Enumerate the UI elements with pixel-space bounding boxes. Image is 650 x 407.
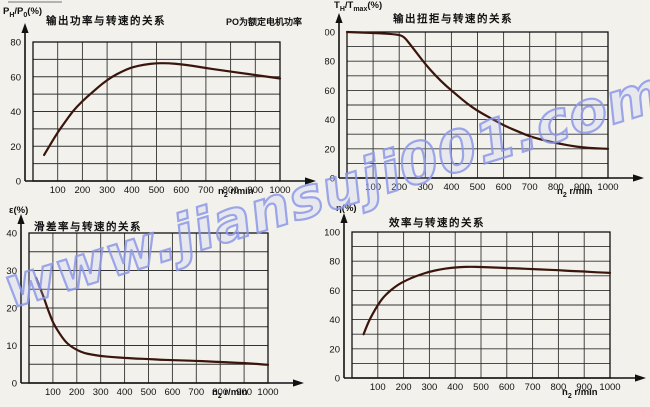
y-tick-label: 40: [10, 107, 21, 118]
x-axis-arrow-icon: [633, 174, 644, 182]
x-axis-arrow-icon: [293, 379, 304, 387]
x-tick-label: 500: [141, 387, 157, 398]
chart-output-torque: TH/Tmax(%) 输出扭拒与转速的关系 100 200 300 400 500 600…: [325, 0, 650, 203]
y-tick-label: 20: [325, 144, 335, 155]
x-axis-label: n2 r/min: [557, 186, 593, 199]
plot-area: 100 200 300 400 500 600 700 800 900 1000 0 20 40 60 80…: [325, 13, 644, 193]
x-tick-label: 700: [188, 387, 204, 398]
y-tick-label: 80: [10, 38, 21, 49]
x-axis-label: n2 r/min: [562, 387, 598, 400]
x-tick-label: 1000: [599, 382, 620, 393]
x-tick-label: 1000: [269, 185, 290, 196]
x-tick-label: 300: [421, 382, 437, 393]
x-tick-label: 1000: [257, 387, 278, 398]
x-axis-label: n2 r/min: [212, 387, 248, 400]
y-tick-label: 60: [325, 86, 335, 97]
y-tick-label: 10: [6, 341, 17, 352]
plot-area: 100 200 300 400 500 600 700 800 900 1000 0 20 40 60 80…: [325, 213, 646, 393]
x-tick-label: 100: [50, 185, 66, 196]
x-tick-label: 900: [247, 185, 263, 196]
y-tick-label: 40: [325, 115, 335, 126]
y-tick-label: 40: [329, 315, 340, 326]
x-tick-label: 600: [499, 382, 515, 393]
x-tick-label: 400: [447, 382, 463, 393]
x-tick-label: 900: [236, 387, 252, 398]
chart-efficiency: η(%) 效率与转速的关系 100 200 300 400 500 600 700 800 90…: [325, 203, 650, 407]
x-tick-label: 800: [212, 387, 228, 398]
y-tick-label: 30: [6, 266, 17, 277]
x-tick-label: 600: [164, 387, 180, 398]
y-tick-label: 100: [325, 228, 340, 239]
x-tick-label: 600: [173, 185, 189, 196]
x-tick-label: 700: [198, 185, 214, 196]
x-tick-label: 500: [149, 185, 165, 196]
x-tick-label: 300: [417, 182, 433, 193]
x-tick-label: 200: [396, 382, 412, 393]
y-axis-label: η(%): [336, 203, 357, 214]
y-tick-label: 20: [6, 304, 17, 315]
plot-area: 100 200 300 400 500 600 700 800 900 1000 0 20 40 60 80: [10, 23, 316, 196]
x-tick-label: 400: [443, 182, 459, 193]
chart-output-power: PH/P0(%) 输出功率与转速的关系 PO为额定电机功率 100 200 300 4…: [0, 0, 325, 203]
y-axis-arrow-icon: [340, 213, 348, 223]
y-tick-label: 40: [6, 229, 17, 240]
chart-note: PO为额定电机功率: [226, 17, 303, 27]
y-axis-arrow-icon: [17, 214, 25, 224]
x-axis-arrow-icon: [635, 374, 646, 382]
data-curve: [43, 62, 282, 157]
y-tick-label: 60: [10, 72, 21, 83]
y-tick-label: 100: [325, 28, 335, 39]
x-tick-label: 700: [525, 382, 541, 393]
chart-title: 效率与转速的关系: [389, 217, 485, 229]
y-axis-label: ε(%): [9, 205, 29, 216]
chart-title: 输出功率与转速的关系: [46, 15, 166, 27]
x-tick-label: 200: [391, 182, 407, 193]
x-tick-label: 800: [550, 382, 566, 393]
data-curve: [35, 276, 270, 366]
x-tick-label: 400: [124, 185, 140, 196]
x-tick-label: 800: [223, 185, 239, 196]
x-tick-label: 600: [496, 182, 512, 193]
x-tick-label: 200: [74, 185, 90, 196]
x-tick-label: 700: [522, 182, 538, 193]
scan-artifact-line: [8, 1, 62, 3]
y-axis-arrow-icon: [335, 13, 343, 23]
x-tick-label: 500: [473, 382, 489, 393]
chart-title: 输出扭拒与转速的关系: [393, 13, 513, 25]
y-axis-arrow-icon: [21, 23, 29, 33]
x-axis-arrow-icon: [305, 177, 316, 185]
chart-title: 滑差率与转速的关系: [34, 221, 142, 233]
plot-area: 100 200 300 400 500 600 700 800 900 1000 0 10 20 30 40: [6, 214, 304, 398]
x-axis-label: n2 r/min: [218, 186, 254, 199]
y-axis-label: TH/Tmax(%): [334, 0, 383, 13]
x-tick-label: 300: [99, 185, 115, 196]
y-tick-label: 20: [10, 142, 21, 153]
y-tick-label: 80: [325, 57, 335, 68]
x-tick-label: 400: [117, 387, 133, 398]
y-tick-label: 0: [330, 174, 335, 185]
y-axis-label: PH/P0(%): [3, 6, 43, 19]
x-tick-label: 900: [574, 182, 590, 193]
chart-slip-rate: ε(%) 滑差率与转速的关系 100 200 300 400 500 600 700 800 9…: [0, 203, 325, 407]
data-curve: [345, 30, 610, 150]
x-tick-label: 800: [548, 182, 564, 193]
data-curve: [362, 265, 612, 336]
x-tick-label: 100: [45, 387, 61, 398]
y-tick-label: 60: [329, 286, 340, 297]
x-tick-label: 100: [365, 182, 381, 193]
x-tick-label: 500: [470, 182, 486, 193]
x-tick-label: 100: [370, 382, 386, 393]
y-tick-label: 80: [329, 257, 340, 268]
x-tick-label: 300: [93, 387, 109, 398]
x-tick-label: 200: [69, 387, 85, 398]
y-tick-label: 0: [12, 379, 17, 390]
y-tick-label: 0: [16, 177, 21, 188]
y-tick-label: 0: [335, 374, 340, 385]
x-tick-label: 1000: [597, 182, 618, 193]
x-tick-label: 900: [576, 382, 592, 393]
y-tick-label: 20: [329, 344, 340, 355]
